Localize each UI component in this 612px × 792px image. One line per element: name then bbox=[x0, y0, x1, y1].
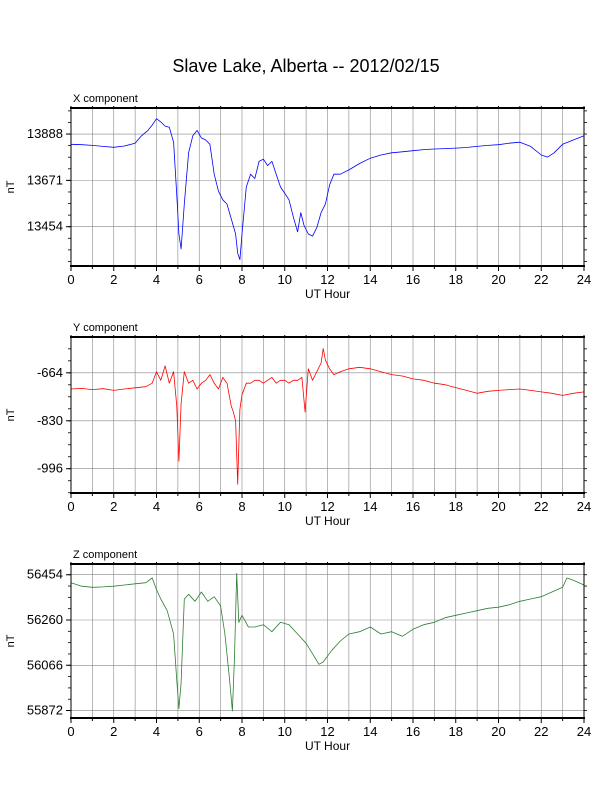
x-tick-label: 2 bbox=[110, 724, 117, 739]
panel-3: 0 2 4 6 8 10 12 14 16 18 20 22 245587256066562605645… bbox=[5, 549, 591, 753]
panel-title: Z component bbox=[73, 549, 137, 561]
x-tick-label: 20 bbox=[491, 272, 505, 287]
x-tick-label: 10 bbox=[278, 272, 292, 287]
page-title: Slave Lake, Alberta -- 2012/02/15 bbox=[172, 56, 440, 76]
y-tick-label: -830 bbox=[37, 413, 63, 428]
y-tick-label: 55872 bbox=[27, 703, 63, 718]
x-axis-label: UT Hour bbox=[305, 287, 350, 301]
y-tick-label: 56260 bbox=[27, 612, 63, 627]
x-tick-label: 14 bbox=[363, 272, 377, 287]
x-tick-label: 8 bbox=[238, 272, 245, 287]
x-tick-label: 12 bbox=[320, 499, 334, 514]
x-tick-label: 16 bbox=[406, 272, 420, 287]
x-tick-label: 6 bbox=[196, 272, 203, 287]
panel-title: Y component bbox=[73, 322, 138, 334]
x-tick-label: 2 bbox=[110, 272, 117, 287]
x-tick-label: 20 bbox=[491, 499, 505, 514]
x-tick-label: 12 bbox=[320, 272, 334, 287]
y-tick-label: -664 bbox=[37, 365, 63, 380]
x-tick-label: 4 bbox=[153, 499, 160, 514]
x-tick-label: 24 bbox=[577, 272, 591, 287]
panel-title: X component bbox=[73, 93, 138, 105]
x-axis-label: UT Hour bbox=[305, 739, 350, 753]
y-axis-label: nT bbox=[5, 180, 17, 193]
x-tick-label: 0 bbox=[67, 499, 74, 514]
x-tick-label: 6 bbox=[196, 724, 203, 739]
x-tick-label: 12 bbox=[320, 724, 334, 739]
x-tick-label: 18 bbox=[449, 272, 463, 287]
x-tick-label: 20 bbox=[491, 724, 505, 739]
x-tick-label: 10 bbox=[278, 499, 292, 514]
y-tick-label: 56066 bbox=[27, 657, 63, 672]
x-tick-label: 6 bbox=[196, 499, 203, 514]
x-tick-label: 8 bbox=[238, 499, 245, 514]
x-tick-label: 22 bbox=[534, 724, 548, 739]
y-tick-label: 56454 bbox=[27, 567, 63, 582]
x-tick-label: 10 bbox=[278, 724, 292, 739]
x-tick-label: 4 bbox=[153, 724, 160, 739]
x-tick-label: 22 bbox=[534, 272, 548, 287]
x-tick-label: 2 bbox=[110, 499, 117, 514]
x-tick-label: 8 bbox=[238, 724, 245, 739]
x-tick-label: 14 bbox=[363, 724, 377, 739]
y-tick-label: 13454 bbox=[27, 219, 63, 234]
data-line bbox=[70, 118, 585, 260]
x-tick-label: 18 bbox=[449, 499, 463, 514]
x-tick-label: 4 bbox=[153, 272, 160, 287]
x-tick-label: 16 bbox=[406, 724, 420, 739]
y-axis-label: nT bbox=[5, 634, 17, 647]
y-axis-label: nT bbox=[5, 408, 17, 421]
x-tick-label: 0 bbox=[67, 272, 74, 287]
x-axis-label: UT Hour bbox=[305, 514, 350, 528]
x-tick-label: 0 bbox=[67, 724, 74, 739]
x-tick-label: 22 bbox=[534, 499, 548, 514]
data-line bbox=[70, 572, 585, 712]
y-tick-label: -996 bbox=[37, 461, 63, 476]
x-tick-label: 16 bbox=[406, 499, 420, 514]
y-tick-label: 13888 bbox=[27, 126, 63, 141]
data-line bbox=[70, 348, 585, 485]
x-tick-label: 24 bbox=[577, 499, 591, 514]
x-tick-label: 18 bbox=[449, 724, 463, 739]
y-tick-label: 13671 bbox=[27, 172, 63, 187]
x-tick-label: 14 bbox=[363, 499, 377, 514]
x-tick-label: 24 bbox=[577, 724, 591, 739]
